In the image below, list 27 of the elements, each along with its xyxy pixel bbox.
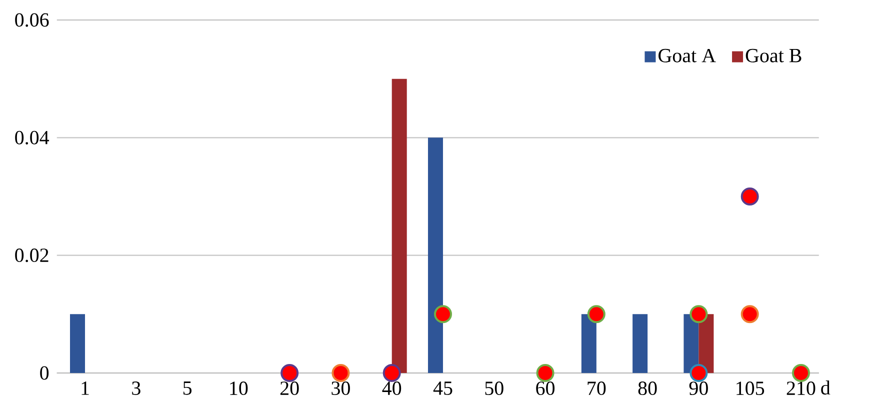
y-tick-label: 0.02 bbox=[15, 248, 48, 262]
x-tick-label: 30 bbox=[332, 382, 350, 396]
x-tick-label: 1 bbox=[82, 382, 89, 395]
bar bbox=[428, 138, 443, 373]
x-tick-label: 50 bbox=[485, 382, 504, 396]
legend-label: Goat A bbox=[658, 48, 716, 62]
y-tick-label: 0.04 bbox=[15, 130, 50, 144]
x-tick-label: 3 bbox=[132, 382, 140, 395]
bar bbox=[392, 78, 407, 373]
legend-label: Goat B bbox=[746, 48, 802, 62]
x-tick-label: 60 bbox=[536, 382, 555, 396]
x-tick-label: 210 bbox=[786, 382, 816, 396]
x-tick-label: 105 bbox=[736, 382, 764, 396]
x-tick-label: 90 bbox=[689, 382, 708, 396]
y-tick-label: 0 bbox=[40, 366, 49, 380]
bar bbox=[632, 314, 648, 373]
x-tick-label: 20 bbox=[280, 382, 299, 396]
x-tick-label: 80 bbox=[638, 382, 657, 396]
x-tick-label: 10 bbox=[230, 382, 248, 396]
x-tick-label: 45 bbox=[433, 382, 452, 395]
bar bbox=[581, 314, 596, 373]
x-tick-label: 5 bbox=[183, 382, 192, 395]
y-tick-label: 0.06 bbox=[15, 13, 49, 27]
x-tick-label: 70 bbox=[588, 382, 606, 396]
x-tick-label: 40 bbox=[382, 382, 402, 396]
bar bbox=[70, 314, 86, 373]
x-axis-title: d bbox=[821, 380, 830, 395]
